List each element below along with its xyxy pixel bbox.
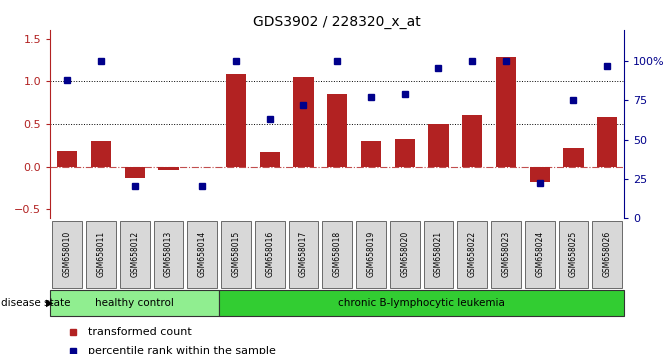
Text: GSM658024: GSM658024 (535, 231, 544, 277)
FancyBboxPatch shape (187, 221, 217, 288)
Text: percentile rank within the sample: percentile rank within the sample (88, 346, 276, 354)
Text: GSM658026: GSM658026 (603, 231, 612, 277)
FancyBboxPatch shape (219, 290, 624, 316)
Text: healthy control: healthy control (95, 298, 174, 308)
FancyBboxPatch shape (52, 221, 82, 288)
Text: GSM658019: GSM658019 (366, 231, 376, 277)
Bar (529, 166, 550, 182)
Bar (597, 117, 617, 166)
Text: ▶: ▶ (46, 298, 53, 308)
Bar (462, 115, 482, 166)
Text: GSM658017: GSM658017 (299, 231, 308, 277)
Bar (563, 148, 584, 166)
FancyBboxPatch shape (322, 221, 352, 288)
Text: GSM658012: GSM658012 (130, 231, 139, 277)
FancyBboxPatch shape (120, 221, 150, 288)
Bar (496, 57, 516, 166)
FancyBboxPatch shape (423, 221, 454, 288)
Text: GSM658011: GSM658011 (97, 231, 105, 277)
Bar (125, 166, 145, 178)
Text: chronic B-lymphocytic leukemia: chronic B-lymphocytic leukemia (338, 298, 505, 308)
Bar (91, 141, 111, 166)
Text: GSM658018: GSM658018 (333, 231, 342, 277)
Bar (293, 77, 313, 166)
Bar (192, 166, 212, 167)
Text: GSM658015: GSM658015 (231, 231, 240, 277)
Bar (361, 141, 381, 166)
Text: GSM658023: GSM658023 (501, 231, 511, 277)
Bar (260, 152, 280, 166)
Bar (57, 151, 77, 166)
FancyBboxPatch shape (458, 221, 487, 288)
FancyBboxPatch shape (592, 221, 622, 288)
FancyBboxPatch shape (390, 221, 419, 288)
Bar (428, 124, 448, 166)
Text: GSM658020: GSM658020 (400, 231, 409, 277)
FancyBboxPatch shape (255, 221, 285, 288)
FancyBboxPatch shape (86, 221, 116, 288)
Text: disease state: disease state (1, 298, 71, 308)
Text: GSM658016: GSM658016 (265, 231, 274, 277)
FancyBboxPatch shape (491, 221, 521, 288)
FancyBboxPatch shape (289, 221, 318, 288)
FancyBboxPatch shape (356, 221, 386, 288)
FancyBboxPatch shape (558, 221, 588, 288)
Text: GSM658022: GSM658022 (468, 231, 476, 277)
Bar (327, 94, 348, 166)
FancyBboxPatch shape (525, 221, 554, 288)
Text: GSM658010: GSM658010 (62, 231, 72, 277)
FancyBboxPatch shape (154, 221, 183, 288)
FancyBboxPatch shape (221, 221, 251, 288)
Text: transformed count: transformed count (88, 327, 191, 337)
Bar (158, 166, 178, 170)
Bar (226, 74, 246, 166)
Text: GSM658014: GSM658014 (198, 231, 207, 277)
Bar (395, 139, 415, 166)
Title: GDS3902 / 228320_x_at: GDS3902 / 228320_x_at (253, 15, 421, 29)
FancyBboxPatch shape (50, 290, 219, 316)
Text: GSM658025: GSM658025 (569, 231, 578, 277)
Text: GSM658021: GSM658021 (434, 231, 443, 277)
Text: GSM658013: GSM658013 (164, 231, 173, 277)
